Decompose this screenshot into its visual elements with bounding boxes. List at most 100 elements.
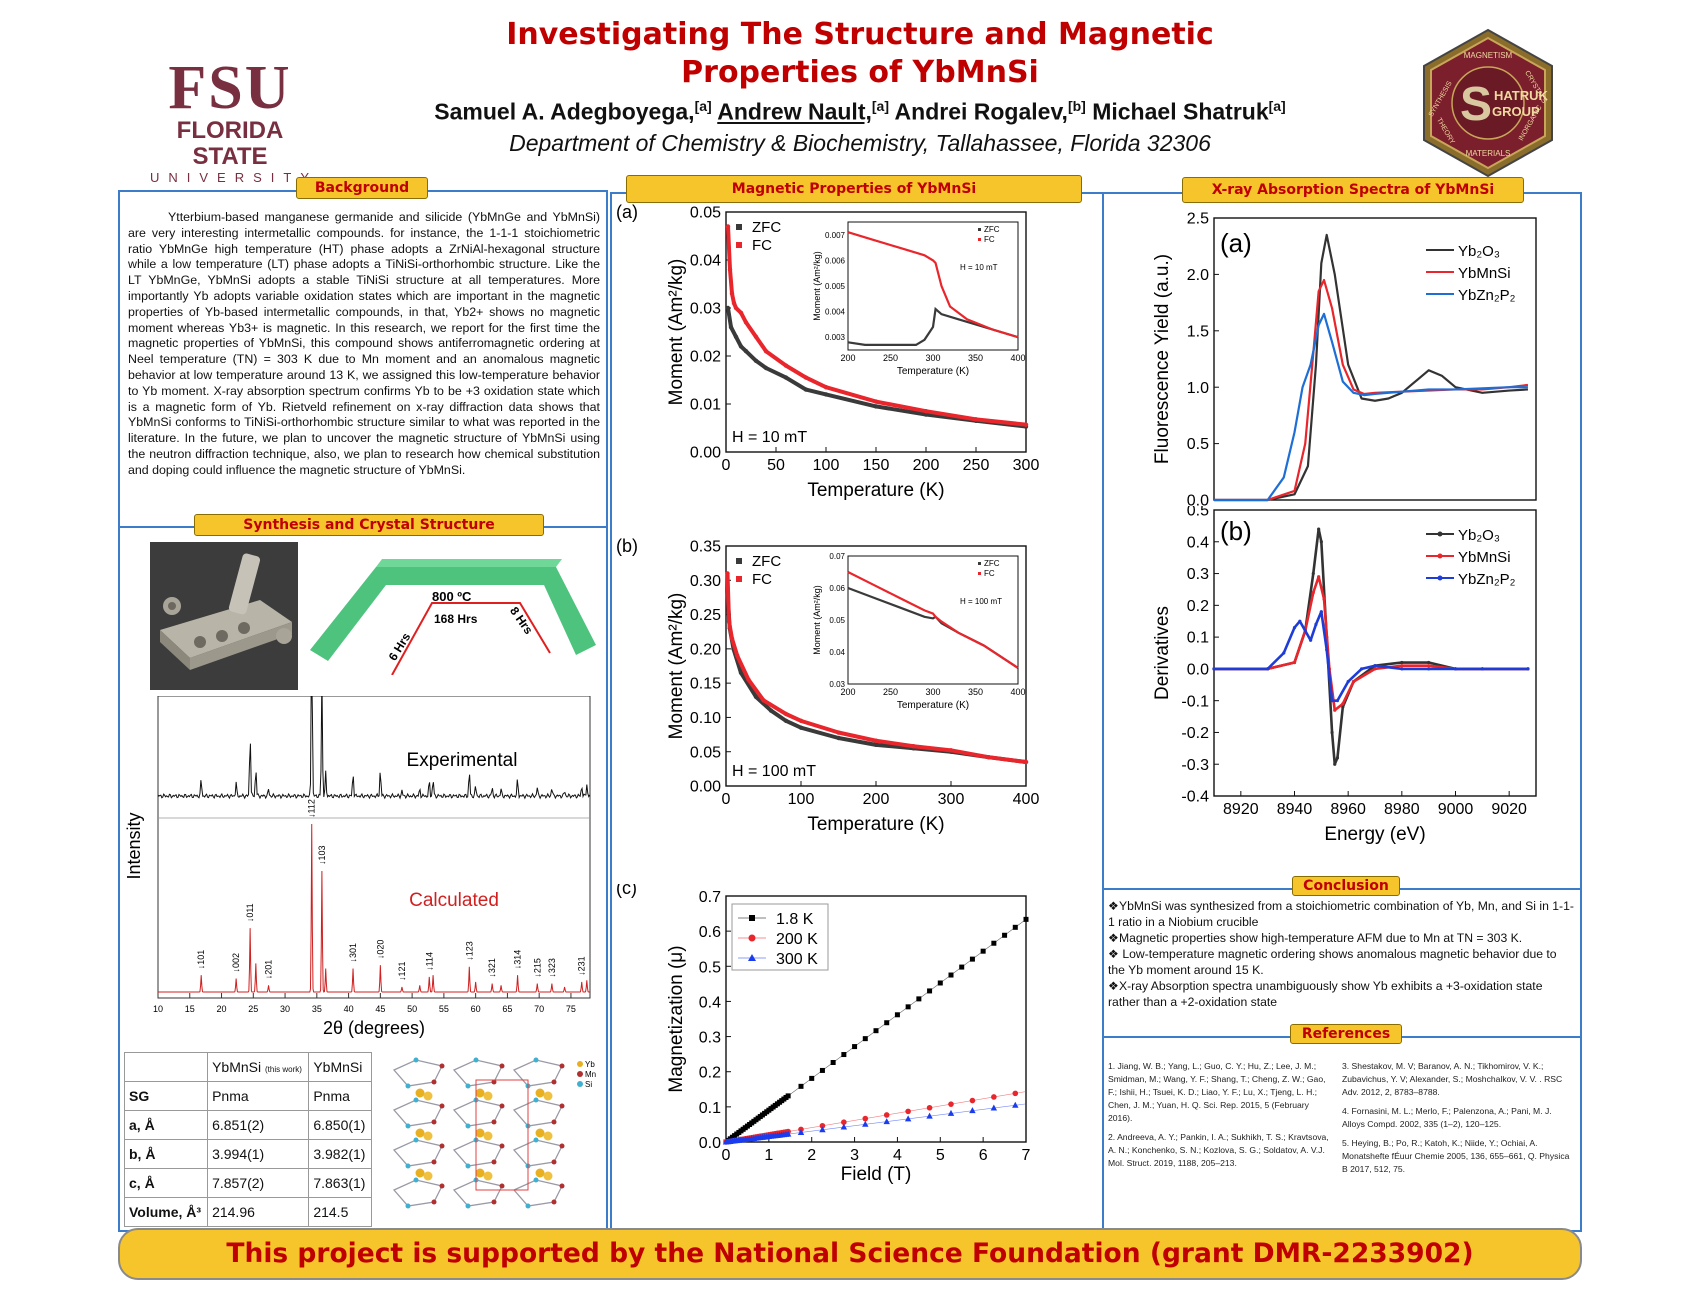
data-point bbox=[738, 310, 744, 315]
inset-y-label: Moment (Am²/kg) bbox=[812, 585, 822, 655]
author-list: Samuel A. Adegboyega,[a] Andrew Nault,[a… bbox=[380, 98, 1340, 126]
si-atom bbox=[413, 1097, 419, 1103]
dwell-label: 168 Hrs bbox=[434, 612, 478, 626]
data-point bbox=[1373, 667, 1377, 671]
inset-y-tick: 0.006 bbox=[825, 256, 846, 265]
data-point bbox=[1335, 699, 1340, 703]
logo-text-name2: GROUP bbox=[1492, 104, 1540, 119]
crystal-structure-image: Yb Mn Si bbox=[392, 1057, 596, 1209]
series-line-ybmnsi bbox=[1214, 278, 1529, 502]
y-tick-label: 0.2 bbox=[699, 1065, 721, 1082]
data-point bbox=[1314, 622, 1318, 626]
data-point bbox=[1330, 699, 1334, 703]
inset-legend-label: FC bbox=[984, 569, 995, 578]
table-row: SG Pnma Pnma bbox=[123, 1081, 372, 1111]
yb-atom bbox=[535, 1168, 545, 1178]
plot-frame bbox=[1213, 509, 1537, 797]
x-tick-label: 150 bbox=[863, 457, 890, 474]
mn-atom bbox=[431, 1079, 437, 1085]
data-point bbox=[819, 1126, 826, 1133]
data-point bbox=[729, 291, 735, 296]
y-tick-label: 0.20 bbox=[690, 641, 721, 658]
y-axis-label: Moment (Am²/kg) bbox=[666, 593, 687, 740]
mn-atom bbox=[559, 1143, 565, 1149]
data-point bbox=[1282, 651, 1286, 655]
bond-network bbox=[452, 1179, 503, 1207]
data-point bbox=[991, 940, 997, 946]
data-point bbox=[894, 1012, 900, 1018]
references-col-1: 1. Jiang, W. B.; Yang, L.; Guo, C. Y.; H… bbox=[1108, 1060, 1330, 1176]
bond-network bbox=[392, 1139, 443, 1167]
legend-marker bbox=[736, 224, 742, 230]
inset-annotation: H = 100 mT bbox=[960, 597, 1002, 606]
x-tick-label: 5 bbox=[936, 1147, 945, 1164]
mn-atom bbox=[491, 1159, 497, 1165]
yb-atom bbox=[415, 1128, 425, 1138]
x-tick-label: 3 bbox=[850, 1147, 859, 1164]
data-point bbox=[873, 1028, 879, 1034]
x-tick-label: 40 bbox=[344, 1004, 354, 1014]
legend-label: YbZn₂P₂ bbox=[1458, 571, 1516, 588]
data-point bbox=[948, 748, 954, 753]
yb-atom bbox=[415, 1088, 425, 1098]
reference-item: 1. Jiang, W. B.; Yang, L.; Guo, C. Y.; H… bbox=[1108, 1061, 1326, 1123]
series-line-yb2o3 bbox=[1214, 233, 1529, 502]
peak-index-label: ↓314 bbox=[513, 950, 523, 970]
y-tick-label: 0.7 bbox=[699, 889, 721, 906]
y-tick-label: -0.2 bbox=[1181, 725, 1209, 742]
data-point bbox=[1317, 575, 1321, 579]
data-point bbox=[725, 571, 730, 576]
y-axis-label: Magnetization (μ) bbox=[666, 945, 687, 1092]
panel-label: (b) bbox=[1220, 516, 1252, 546]
bond-network bbox=[512, 1099, 563, 1127]
fsu-logo-university: UNIVERSITY bbox=[150, 170, 319, 185]
unit-cell bbox=[475, 1079, 529, 1191]
section-header-magnetic: Magnetic Properties of YbMnSi bbox=[626, 175, 1082, 203]
x-tick-label: 9020 bbox=[1491, 801, 1527, 818]
legend-label: Yb₂O₃ bbox=[1458, 527, 1500, 544]
data-point bbox=[937, 980, 943, 986]
si-atom bbox=[525, 1203, 531, 1209]
data-point bbox=[1325, 648, 1329, 652]
data-point bbox=[927, 988, 933, 994]
peak-index-label: ↓201 bbox=[264, 960, 274, 980]
inset-x-tick: 250 bbox=[883, 687, 898, 697]
series-line-ybzn2p2 bbox=[1214, 312, 1528, 502]
data-point bbox=[1453, 667, 1458, 671]
data-point bbox=[883, 1112, 890, 1118]
data-point bbox=[1298, 619, 1302, 623]
x-axis-label: Energy (eV) bbox=[1324, 824, 1425, 845]
x-tick-label: 300 bbox=[1013, 457, 1040, 474]
x-tick-label: 55 bbox=[439, 1004, 449, 1014]
data-point bbox=[1400, 660, 1404, 665]
data-point bbox=[862, 1120, 869, 1127]
x-tick-label: 0 bbox=[722, 1147, 731, 1164]
legend-label: FC bbox=[752, 571, 772, 588]
data-point bbox=[1012, 1101, 1019, 1108]
inset-x-tick: 350 bbox=[968, 353, 983, 363]
x-tick-label: 75 bbox=[566, 1004, 576, 1014]
yb-atom bbox=[535, 1088, 545, 1098]
table-col2-header: YbMnSi bbox=[308, 1052, 372, 1082]
x-tick-label: 7 bbox=[1022, 1147, 1031, 1164]
mn-atom bbox=[551, 1199, 557, 1205]
si-atom bbox=[405, 1083, 411, 1089]
magnetic-chart-a: 0.00 0.01 0.02 0.03 0.04 0.05 0 50 100 150 200 250 3… bbox=[616, 202, 1040, 501]
inset-x-tick: 300 bbox=[925, 353, 940, 363]
bond-network bbox=[512, 1139, 563, 1167]
xrd-experimental-label: Experimental bbox=[407, 750, 518, 771]
data-point bbox=[738, 670, 744, 676]
inset-x-tick: 250 bbox=[883, 353, 898, 363]
data-point bbox=[1341, 702, 1345, 706]
data-point bbox=[840, 1123, 848, 1130]
data-point bbox=[883, 1118, 890, 1125]
magnetic-chart-b: 0.00 0.05 0.10 0.15 0.20 0.25 0.30 0.35 0 100 200 3… bbox=[616, 536, 1039, 835]
legend-label: ZFC bbox=[752, 553, 781, 570]
x-tick-label: 15 bbox=[185, 1004, 195, 1014]
inset-x-tick: 200 bbox=[840, 687, 855, 697]
si-atom bbox=[465, 1203, 471, 1209]
inset-x-tick: 200 bbox=[840, 353, 855, 363]
data-point bbox=[1346, 680, 1350, 684]
legend-marker bbox=[1437, 531, 1443, 537]
yb-atom bbox=[483, 1131, 493, 1141]
